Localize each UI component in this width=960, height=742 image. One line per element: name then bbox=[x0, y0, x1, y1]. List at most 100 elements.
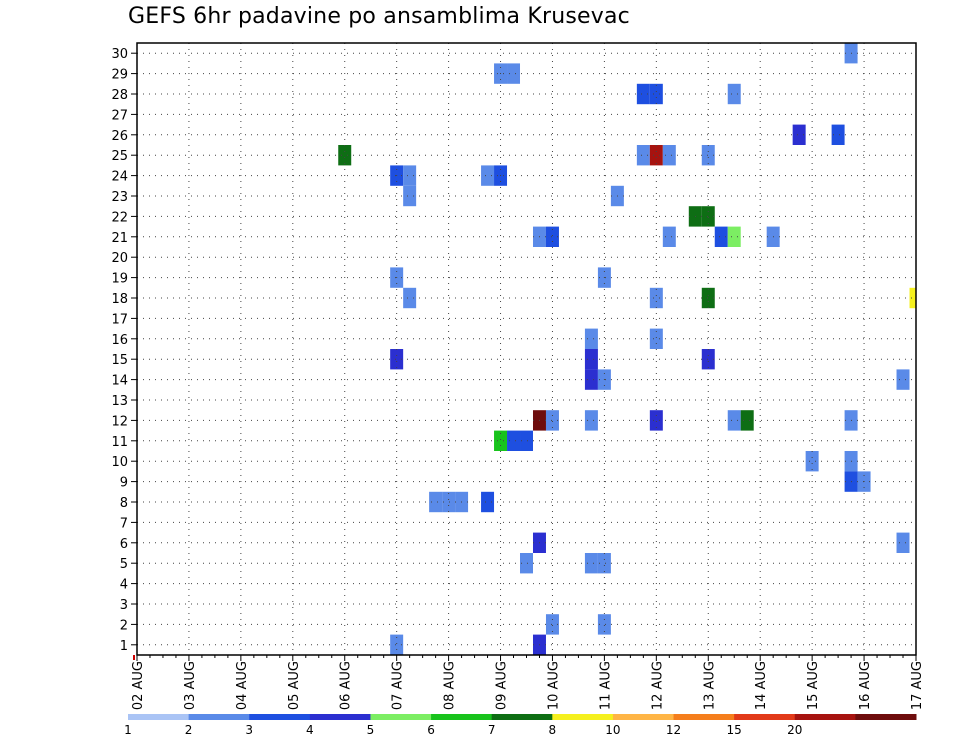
x-axis: 02 AUG 03 AUG 04 AUG 05 AUG 06 AUG 07 AUG 08 A… bbox=[131, 655, 925, 710]
precip-cell bbox=[584, 369, 598, 390]
y-tick-label: 19 bbox=[111, 272, 128, 287]
x-tick-label: 14 AUG bbox=[754, 661, 769, 710]
x-tick-label: 11 AUG bbox=[598, 661, 613, 710]
precip-cell bbox=[792, 124, 806, 145]
precip-cell bbox=[584, 410, 598, 431]
legend-swatch bbox=[431, 714, 493, 720]
y-tick-label: 15 bbox=[111, 353, 128, 368]
x-tick-label: 06 AUG bbox=[339, 661, 354, 710]
precip-cell bbox=[727, 226, 741, 247]
y-tick-label: 23 bbox=[111, 190, 128, 205]
precip-cell bbox=[714, 226, 728, 247]
precip-cell bbox=[429, 491, 443, 513]
legend-swatch bbox=[309, 714, 371, 720]
legend-swatch bbox=[552, 714, 614, 720]
legend-label: 3 bbox=[245, 723, 253, 737]
legend-swatch bbox=[188, 714, 250, 720]
precip-cell bbox=[662, 226, 676, 247]
precip-cell bbox=[545, 226, 559, 247]
y-tick-label: 10 bbox=[111, 455, 128, 470]
x-tick-label: 08 AUG bbox=[443, 661, 458, 710]
y-axis: 1234567891011121314151617181920212223242… bbox=[111, 47, 137, 654]
grid-layer bbox=[137, 43, 916, 655]
legend-label: 12 bbox=[666, 723, 681, 737]
x-tick-label: 09 AUG bbox=[495, 661, 510, 710]
y-tick-label: 25 bbox=[111, 149, 128, 164]
y-tick-label: 26 bbox=[111, 129, 128, 144]
precip-cell bbox=[896, 532, 910, 553]
x-tick-label: 02 AUG bbox=[131, 661, 146, 710]
y-tick-label: 1 bbox=[120, 639, 128, 654]
precip-cell bbox=[545, 410, 559, 431]
precip-cell bbox=[896, 369, 910, 390]
precip-cell bbox=[649, 145, 663, 166]
y-tick-label: 28 bbox=[111, 88, 128, 103]
y-tick-label: 12 bbox=[111, 414, 128, 429]
legend-label: 4 bbox=[306, 723, 314, 737]
x-tick-label: 16 AUG bbox=[858, 661, 873, 710]
precip-cell bbox=[390, 349, 404, 370]
x-tick-label: 13 AUG bbox=[702, 661, 717, 710]
legend-label: 10 bbox=[605, 723, 620, 737]
x-tick-label: 04 AUG bbox=[235, 661, 250, 710]
precip-cell bbox=[636, 83, 650, 105]
y-tick-label: 18 bbox=[111, 292, 128, 307]
legend-label: 15 bbox=[727, 723, 742, 737]
legend-label: 7 bbox=[488, 723, 496, 737]
precip-cell bbox=[403, 185, 417, 207]
precip-cell bbox=[909, 287, 916, 309]
precip-cell bbox=[649, 328, 663, 349]
y-tick-label: 27 bbox=[111, 108, 128, 123]
precip-cell bbox=[584, 349, 598, 370]
precip-cell bbox=[494, 430, 508, 451]
precip-cell bbox=[701, 349, 715, 370]
legend-swatch bbox=[734, 714, 796, 720]
x-tick-label: 10 AUG bbox=[546, 661, 561, 710]
y-tick-label: 5 bbox=[120, 557, 128, 572]
x-tick-label: 05 AUG bbox=[287, 661, 302, 710]
y-tick-label: 22 bbox=[111, 210, 128, 225]
legend-label: 1 bbox=[124, 723, 132, 737]
precip-cell bbox=[701, 287, 715, 309]
precip-cell bbox=[701, 206, 715, 227]
y-tick-label: 7 bbox=[120, 516, 128, 531]
x-tick-label: 15 AUG bbox=[806, 661, 821, 710]
y-tick-label: 2 bbox=[120, 618, 128, 633]
cells-layer bbox=[338, 43, 916, 655]
y-tick-label: 3 bbox=[120, 598, 128, 613]
precip-cell bbox=[727, 410, 741, 431]
precip-cell bbox=[649, 83, 663, 105]
precip-cell bbox=[507, 63, 521, 84]
precip-cell bbox=[805, 451, 819, 472]
x-tick-label: 17 AUG bbox=[910, 661, 925, 710]
legend-label: 2 bbox=[185, 723, 193, 737]
precip-cell bbox=[403, 165, 417, 186]
precip-cell bbox=[507, 430, 521, 451]
precip-cell bbox=[584, 553, 598, 574]
x-tick-label: 12 AUG bbox=[650, 661, 665, 710]
precip-cell bbox=[520, 430, 533, 451]
y-tick-label: 4 bbox=[120, 578, 128, 593]
legend-label: 6 bbox=[427, 723, 435, 737]
legend-swatch bbox=[612, 714, 675, 720]
precip-cell bbox=[727, 83, 741, 105]
legend-swatch bbox=[673, 714, 735, 720]
y-tick-label: 24 bbox=[111, 170, 128, 185]
legend-label: 8 bbox=[548, 723, 556, 737]
legend-label: 5 bbox=[367, 723, 375, 737]
x-tick-label: 03 AUG bbox=[183, 661, 198, 710]
precip-cell bbox=[442, 491, 456, 513]
precip-cell bbox=[649, 287, 663, 309]
precip-cell bbox=[338, 145, 352, 166]
precip-cell bbox=[597, 553, 611, 574]
y-tick-label: 17 bbox=[111, 312, 128, 327]
precip-cell bbox=[481, 165, 495, 186]
precip-cell bbox=[481, 491, 495, 513]
chart-title: GEFS 6hr padavine po ansamblima Krusevac bbox=[128, 4, 630, 29]
legend-label: 20 bbox=[787, 723, 802, 737]
legend-swatch bbox=[249, 714, 311, 720]
precip-cell bbox=[390, 634, 404, 655]
precip-cell bbox=[740, 410, 754, 431]
precip-cell bbox=[636, 145, 650, 166]
y-tick-label: 14 bbox=[111, 374, 128, 389]
